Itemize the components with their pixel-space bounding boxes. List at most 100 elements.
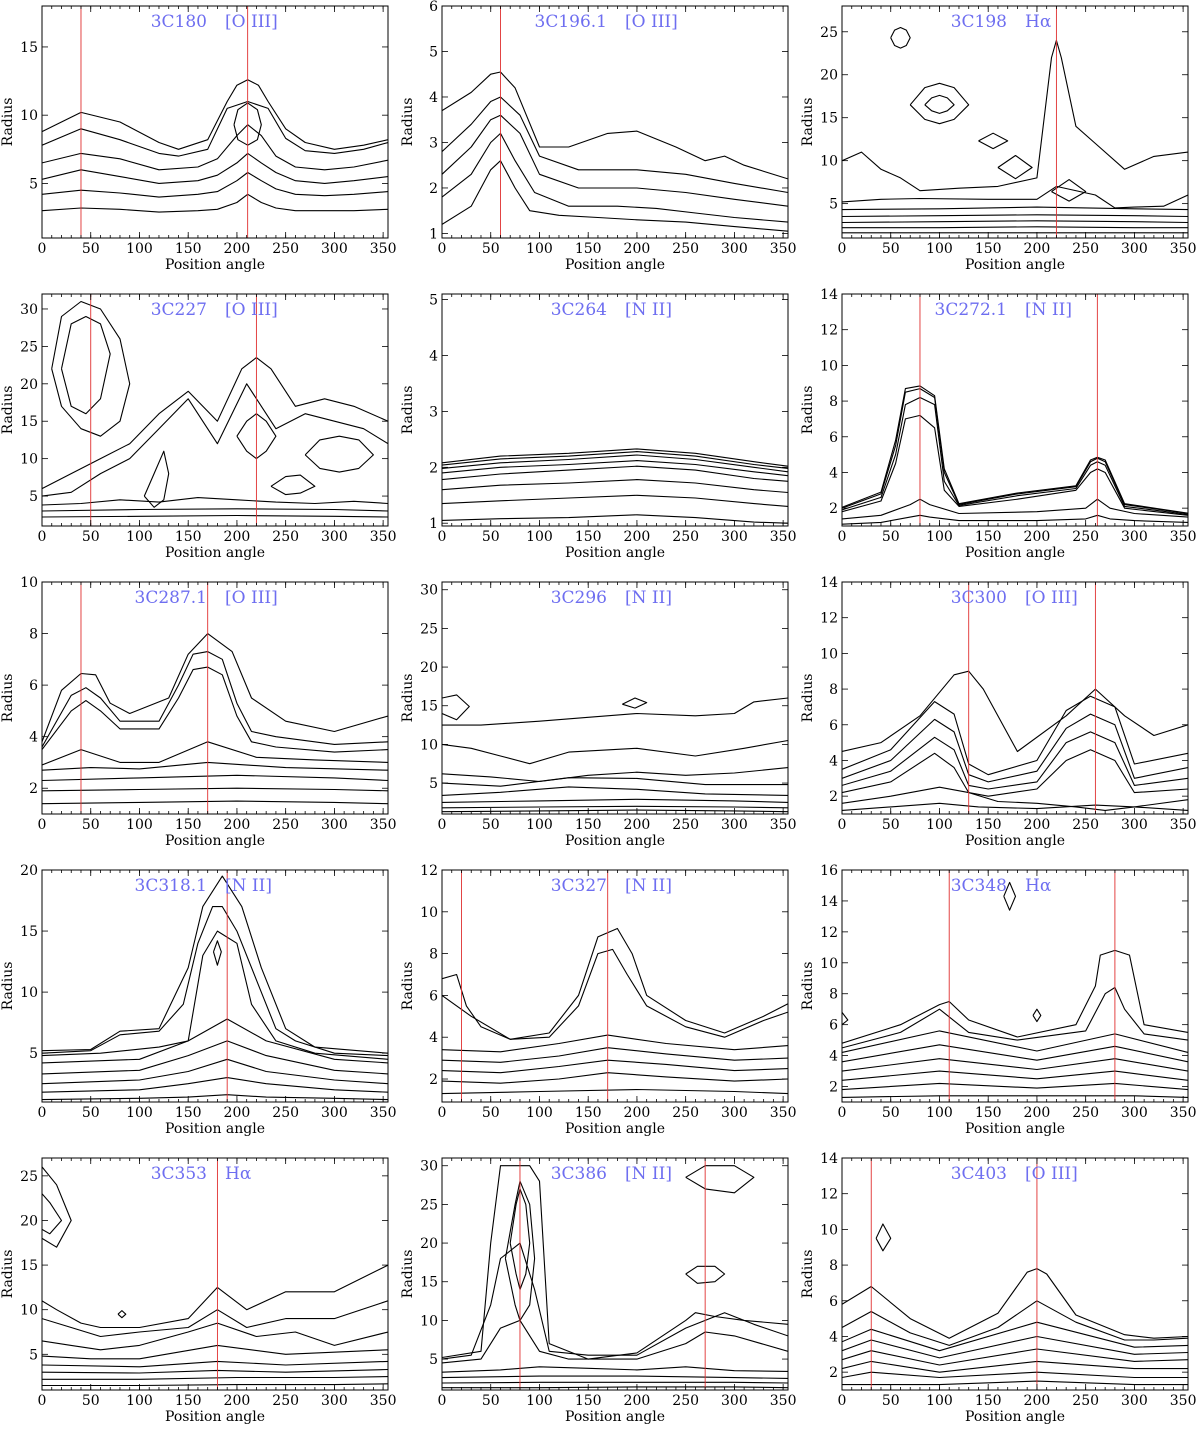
- y-tick-label: 15: [420, 699, 438, 715]
- contour-line: [442, 786, 788, 796]
- panel-3c264: 0 50 100 150 200 250 300 350 1 2 3 4 5 Position angle…: [400, 293, 796, 561]
- contour-line: [442, 132, 788, 223]
- x-tick-label: 0: [438, 241, 447, 257]
- emission-line-label: [O III]: [225, 12, 278, 32]
- y-tick-label: 4: [29, 730, 38, 746]
- y-tick-label: 2: [429, 460, 438, 476]
- y-tick-label: 6: [829, 718, 838, 734]
- x-tick-label: 300: [721, 1105, 748, 1121]
- contour-line: [842, 670, 1188, 753]
- y-tick-label: 12: [820, 323, 838, 339]
- contour-line: [997, 154, 1033, 180]
- y-tick-label: 5: [429, 776, 438, 792]
- emission-line-label: [O III]: [1025, 1164, 1078, 1184]
- panel-3c386: 0 50 100 150 200 250 300 350 5 10 15 20 25 30 Position…: [400, 1157, 796, 1425]
- x-tick-label: 50: [82, 241, 100, 257]
- y-tick-label: 6: [29, 678, 38, 694]
- x-tick-label: 350: [370, 1105, 397, 1121]
- contour-line: [890, 26, 911, 49]
- x-tick-label: 100: [926, 529, 953, 545]
- emission-line-label: Hα: [225, 1164, 252, 1184]
- y-tick-label: 6: [429, 988, 438, 1004]
- x-tick-label: 150: [575, 241, 602, 257]
- y-tick-label: 8: [829, 682, 838, 698]
- x-tick-label: 250: [272, 817, 299, 833]
- x-tick-label: 0: [38, 1393, 47, 1409]
- y-tick-label: 6: [429, 0, 438, 15]
- contour-line: [442, 160, 788, 232]
- plot-frame: [441, 1157, 789, 1391]
- x-tick-label: 250: [672, 1393, 699, 1409]
- x-tick-label: 0: [38, 241, 47, 257]
- y-axis-label: Radius: [400, 1250, 416, 1299]
- x-tick-label: 200: [624, 529, 651, 545]
- x-tick-label: 50: [882, 529, 900, 545]
- plot-frame: [41, 293, 389, 527]
- contour-line: [42, 383, 388, 497]
- x-tick-label: 150: [575, 1393, 602, 1409]
- y-tick-label: 5: [829, 197, 838, 213]
- x-tick-label: 100: [926, 241, 953, 257]
- x-tick-label: 100: [926, 1393, 953, 1409]
- contour-line: [442, 948, 788, 1040]
- plot-frame: [441, 581, 789, 815]
- x-tick-label: 50: [82, 1393, 100, 1409]
- panel-title: 3C300: [951, 588, 1007, 608]
- x-axis-label: Position angle: [965, 545, 1065, 561]
- x-tick-label: 50: [82, 529, 100, 545]
- contour-line: [842, 514, 1188, 525]
- contour-line: [442, 71, 788, 180]
- y-tick-label: 15: [20, 924, 38, 940]
- y-tick-label: 12: [820, 1187, 838, 1203]
- contour-line: [842, 39, 1188, 192]
- contour-line: [236, 413, 277, 460]
- contour-line: [270, 474, 316, 496]
- contour-line: [42, 761, 388, 771]
- plot-frame: [41, 869, 389, 1103]
- contour-line: [60, 315, 111, 415]
- contour-line: [842, 731, 1188, 790]
- y-tick-label: 4: [429, 1030, 438, 1046]
- panel-title: 3C272.1: [935, 300, 1008, 320]
- contour-group: [842, 870, 1188, 1102]
- contour-line: [842, 1044, 1188, 1063]
- contour-line: [842, 385, 1188, 514]
- x-tick-label: 0: [838, 241, 847, 257]
- x-tick-label: 0: [838, 1393, 847, 1409]
- contour-line: [42, 1193, 63, 1235]
- x-tick-label: 300: [321, 1105, 348, 1121]
- x-tick-label: 100: [526, 529, 553, 545]
- x-tick-label: 300: [721, 241, 748, 257]
- contour-line: [842, 220, 1188, 224]
- x-tick-label: 50: [882, 241, 900, 257]
- panel-title: 3C386: [551, 1164, 607, 1184]
- x-tick-label: 50: [82, 1105, 100, 1121]
- contour-line: [42, 875, 388, 1054]
- panel-title: 3C353: [151, 1164, 207, 1184]
- x-tick-label: 50: [482, 1393, 500, 1409]
- contour-line: [442, 1072, 788, 1084]
- x-tick-label: 50: [882, 1393, 900, 1409]
- contour-line: [42, 1368, 388, 1374]
- y-tick-label: 4: [829, 465, 838, 481]
- contour-line: [442, 694, 470, 721]
- contour-line: [42, 508, 388, 512]
- contour-line: [842, 206, 1188, 211]
- x-axis-label: Position angle: [565, 1121, 665, 1137]
- y-tick-label: 2: [829, 789, 838, 805]
- x-tick-label: 200: [1024, 241, 1051, 257]
- y-tick-label: 10: [820, 358, 838, 374]
- contour-line: [42, 1360, 388, 1368]
- x-tick-label: 150: [175, 817, 202, 833]
- x-tick-label: 300: [321, 817, 348, 833]
- contour-line: [842, 1380, 1188, 1386]
- y-tick-label: 20: [20, 377, 38, 393]
- x-axis-label: Position angle: [965, 833, 1065, 849]
- y-tick-label: 10: [20, 575, 38, 591]
- y-tick-label: 20: [20, 1213, 38, 1229]
- x-tick-label: 250: [1072, 241, 1099, 257]
- contour-group: [42, 1158, 388, 1390]
- x-tick-label: 0: [838, 529, 847, 545]
- contour-line: [842, 1011, 849, 1026]
- contour-line: [442, 1386, 788, 1389]
